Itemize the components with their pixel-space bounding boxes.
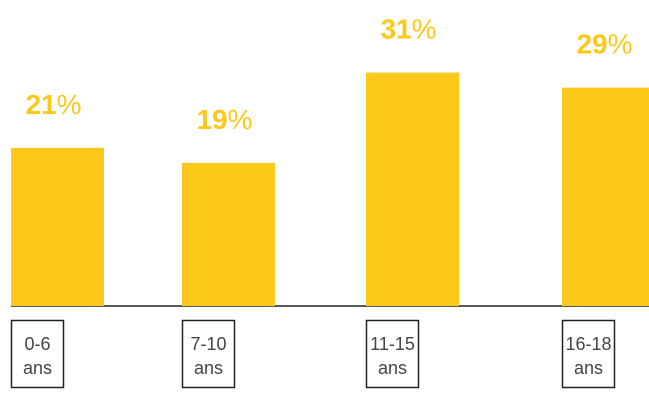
- bar: [182, 162, 275, 306]
- bar: [11, 147, 104, 306]
- category-label: 11-15 ans: [370, 334, 415, 378]
- category-box: [10, 319, 65, 389]
- category-label: 0-6 ans: [23, 334, 52, 378]
- category-box: [365, 319, 420, 389]
- value-label: 21%: [25, 89, 81, 120]
- category-label: 16-18 ans: [565, 334, 611, 378]
- bar: [562, 87, 649, 306]
- category-box: [561, 319, 616, 389]
- value-label: 29%: [576, 29, 632, 60]
- bar: [366, 72, 459, 306]
- category-box: [181, 319, 236, 389]
- category-label: 7-10 ans: [190, 334, 226, 378]
- value-label: 19%: [196, 104, 252, 135]
- value-label: 31%: [380, 14, 436, 45]
